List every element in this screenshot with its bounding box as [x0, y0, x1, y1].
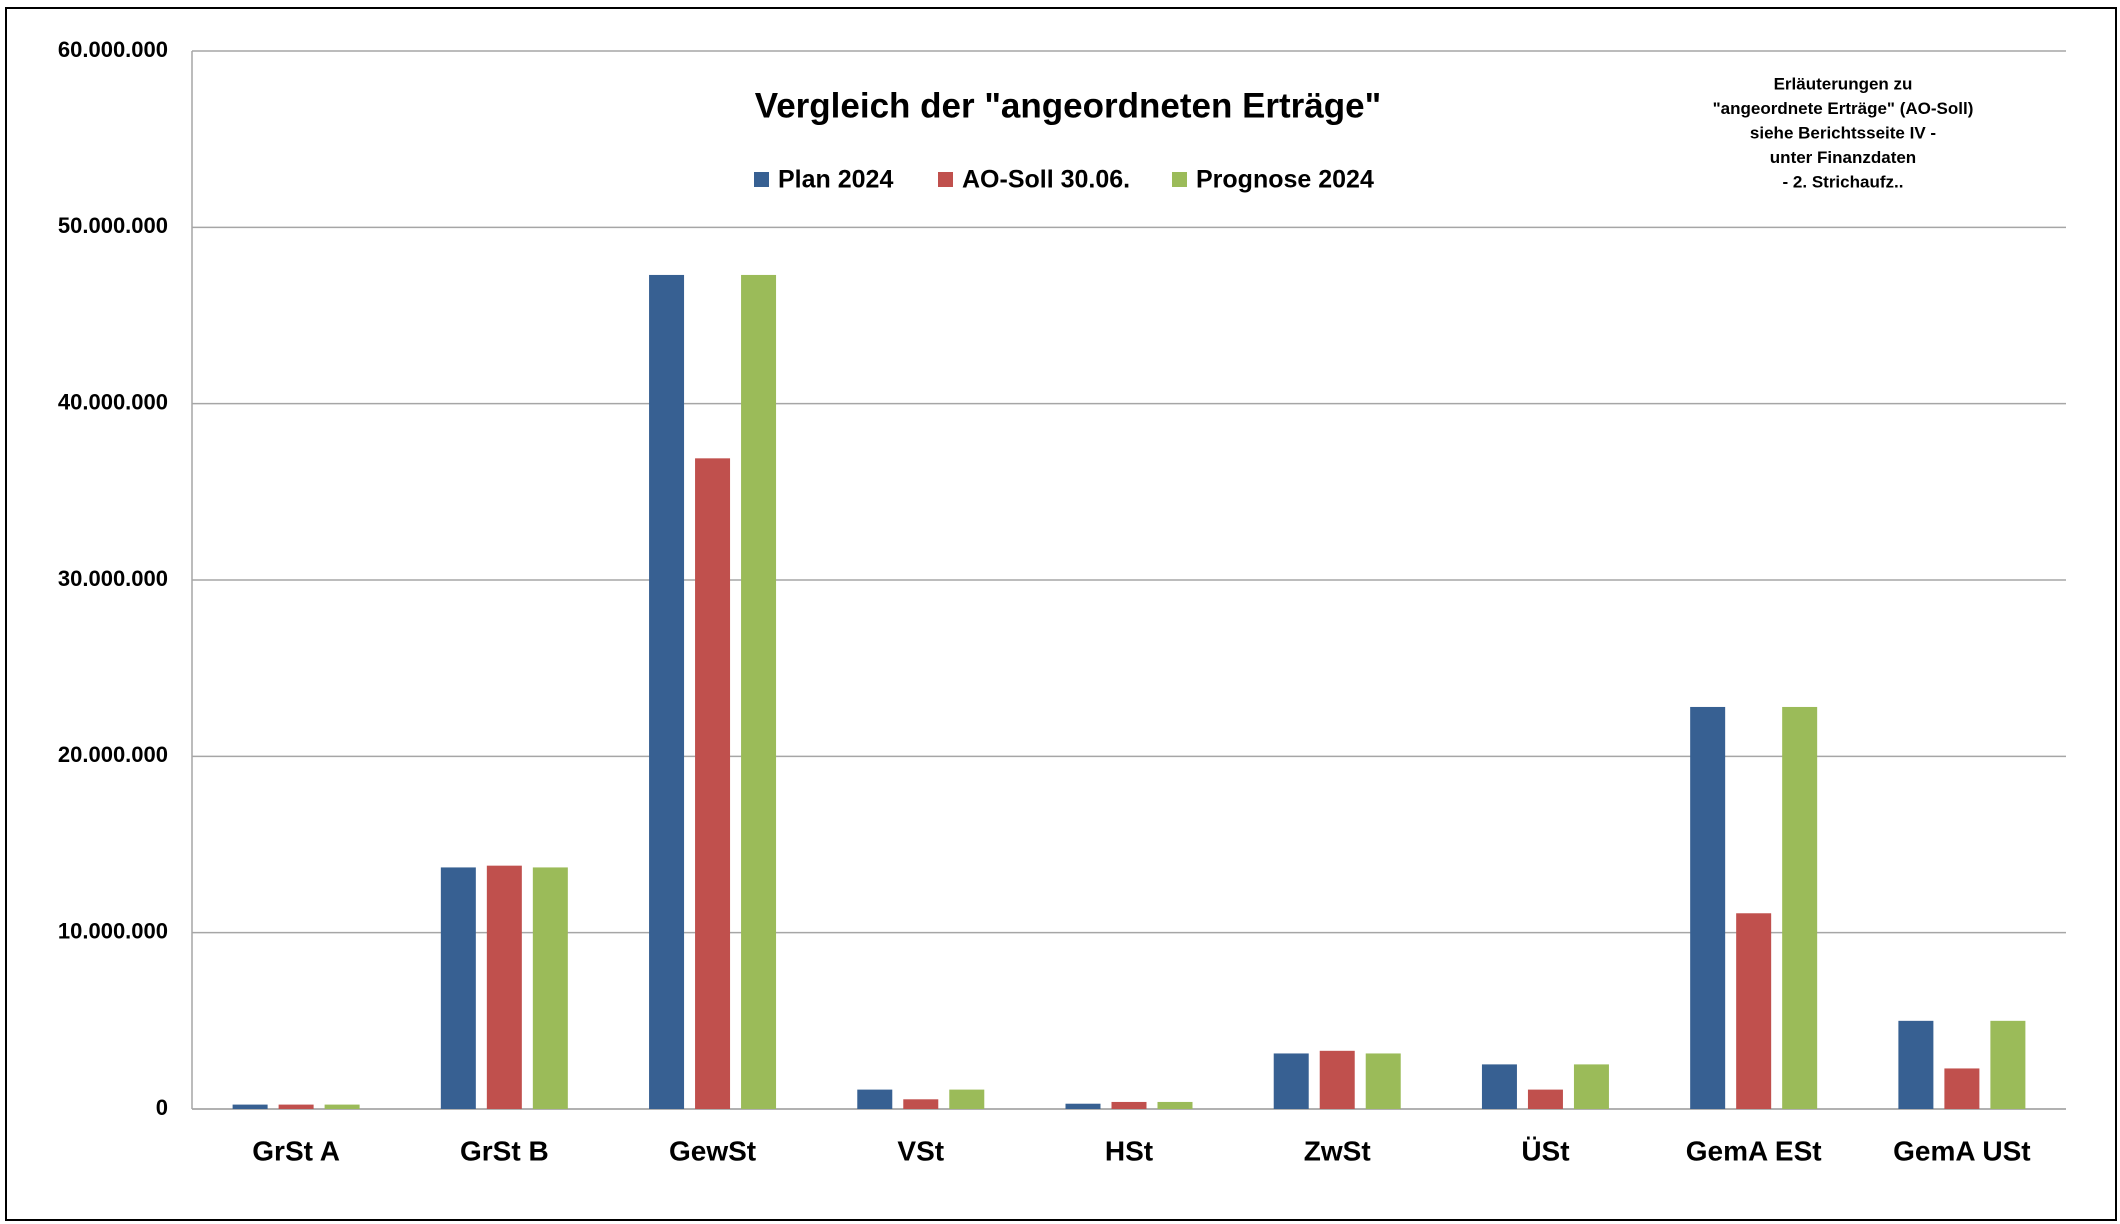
- y-tick-label: 60.000.000: [58, 37, 168, 62]
- bar: [1157, 1101, 1193, 1109]
- y-tick-label: 0: [156, 1095, 168, 1120]
- legend-label: AO-Soll 30.06.: [962, 166, 1130, 194]
- bar: [1527, 1089, 1563, 1109]
- legend-swatch: [1172, 172, 1187, 187]
- x-tick-label: GrSt B: [460, 1135, 549, 1166]
- bar: [1481, 1064, 1517, 1109]
- bar: [440, 867, 476, 1109]
- bar: [903, 1099, 939, 1109]
- bar: [649, 274, 685, 1109]
- note-text: "angeordnete Erträge" (AO-Soll): [1713, 99, 1974, 118]
- bar: [857, 1089, 893, 1109]
- bar: [232, 1104, 268, 1109]
- x-tick-label: GemA USt: [1893, 1135, 2030, 1166]
- y-tick-label: 50.000.000: [58, 213, 168, 238]
- bar: [1111, 1101, 1147, 1109]
- bar: [1990, 1020, 2026, 1109]
- bar: [1690, 706, 1726, 1109]
- chart-title: Vergleich der "angeordneten Erträge": [755, 86, 1381, 125]
- bar: [1736, 913, 1772, 1109]
- bar: [1944, 1068, 1980, 1109]
- x-tick-label: GemA ESt: [1686, 1135, 1822, 1166]
- bar: [695, 458, 731, 1110]
- note-text: Erläuterungen zu: [1774, 74, 1913, 93]
- bar: [741, 274, 777, 1109]
- x-tick-label: GrSt A: [252, 1135, 340, 1166]
- legend-label: Prognose 2024: [1196, 166, 1374, 194]
- x-tick-label: VSt: [897, 1135, 944, 1166]
- legend-swatch: [754, 172, 769, 187]
- note-text: - 2. Strichaufz..: [1783, 172, 1904, 191]
- y-tick-label: 20.000.000: [58, 742, 168, 767]
- bar: [1319, 1050, 1355, 1109]
- bar: [1065, 1103, 1101, 1109]
- bar: [486, 865, 522, 1109]
- bar: [1273, 1053, 1309, 1109]
- x-tick-label: ZwSt: [1304, 1135, 1371, 1166]
- bar: [1365, 1053, 1401, 1109]
- legend-label: Plan 2024: [778, 166, 893, 194]
- y-tick-label: 10.000.000: [58, 918, 168, 943]
- x-tick-label: HSt: [1105, 1135, 1153, 1166]
- bar: [1573, 1064, 1609, 1109]
- x-tick-label: ÜSt: [1521, 1135, 1569, 1166]
- y-tick-label: 40.000.000: [58, 389, 168, 414]
- bar: [1898, 1020, 1934, 1109]
- legend-swatch: [938, 172, 953, 187]
- bar: [949, 1089, 985, 1109]
- y-tick-label: 30.000.000: [58, 566, 168, 591]
- bar: [532, 867, 568, 1109]
- bar: [278, 1104, 314, 1109]
- note-text: unter Finanzdaten: [1770, 148, 1916, 167]
- note-text: siehe Berichtsseite IV -: [1750, 123, 1936, 142]
- bar: [324, 1104, 360, 1109]
- x-tick-label: GewSt: [669, 1135, 756, 1166]
- bar: [1782, 706, 1818, 1109]
